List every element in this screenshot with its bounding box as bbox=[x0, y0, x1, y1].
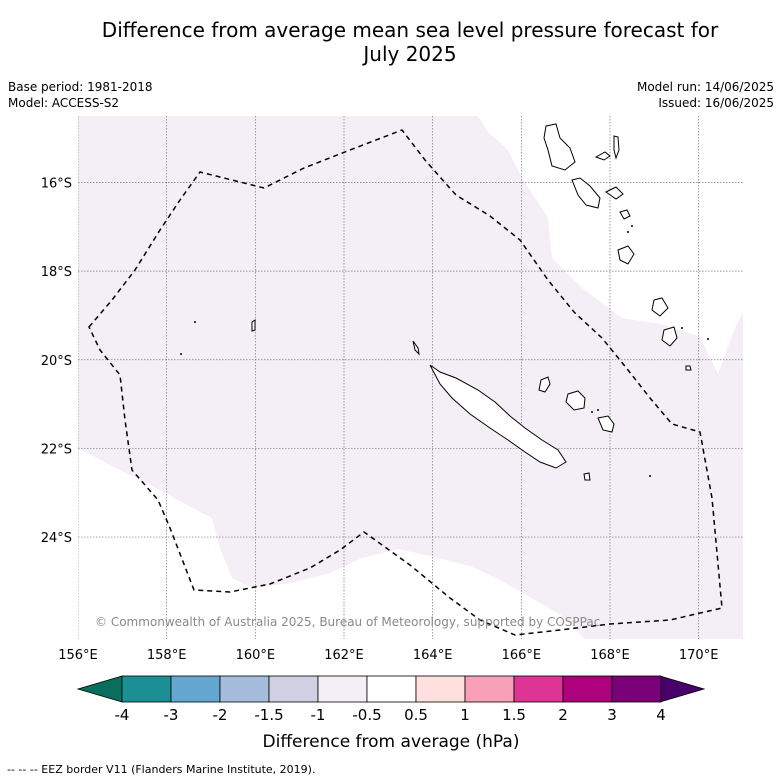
maewo-coast bbox=[613, 135, 620, 160]
colorbar-tick-label: -0.5 bbox=[352, 706, 381, 724]
erromango-coast bbox=[617, 245, 635, 265]
longitude-tick-label: 168°E bbox=[590, 648, 630, 663]
model-name: Model: ACCESS-S2 bbox=[8, 96, 120, 110]
latitude-tick-label: 22°S bbox=[41, 442, 72, 457]
meta-right: Model run: 14/06/2025 Issued: 16/06/2025 bbox=[637, 79, 774, 111]
longitude-tick-label: 156°E bbox=[58, 648, 98, 663]
islet bbox=[627, 231, 629, 233]
ambae-coast bbox=[594, 151, 611, 161]
colorbar-low-extend bbox=[76, 675, 123, 703]
islet bbox=[707, 338, 709, 340]
colorbar-box bbox=[268, 675, 319, 703]
colorbar-box bbox=[366, 675, 417, 703]
longitude-tick-label: 162°E bbox=[324, 648, 364, 663]
islet bbox=[180, 353, 182, 355]
islet bbox=[597, 409, 599, 411]
pressure-anomaly-shading bbox=[78, 116, 743, 639]
longitude-tick-label: 158°E bbox=[147, 648, 187, 663]
colorbar-box bbox=[513, 675, 564, 703]
colorbar-tick-label: 0.5 bbox=[404, 706, 428, 724]
meta-left: Base period: 1981-2018 Model: ACCESS-S2 bbox=[8, 79, 153, 111]
map-footer-note: -- -- -- EEZ border V11 (Flanders Marine… bbox=[7, 763, 316, 776]
base-period: Base period: 1981-2018 bbox=[8, 80, 153, 94]
colorbar-boxes bbox=[121, 675, 662, 703]
new-caledonia-coast bbox=[429, 364, 567, 469]
latitude-tick-label: 16°S bbox=[41, 176, 72, 191]
issued-date: Issued: 16/06/2025 bbox=[658, 96, 774, 110]
colorbar-title: Difference from average (hPa) bbox=[263, 732, 520, 752]
colorbar-tick-label: 3 bbox=[607, 706, 617, 724]
colorbar-tick-label: -2 bbox=[213, 706, 228, 724]
latitude-tick-label: 20°S bbox=[41, 354, 72, 369]
colorbar-tick-label: -1.5 bbox=[254, 706, 283, 724]
belep-islands-coast bbox=[412, 340, 420, 356]
longitude-tick-label: 164°E bbox=[413, 648, 453, 663]
colorbar-box bbox=[219, 675, 270, 703]
colorbar-box bbox=[317, 675, 368, 703]
colorbar-tick-label: 4 bbox=[656, 706, 666, 724]
islet bbox=[681, 327, 683, 329]
isle-of-pines-coast bbox=[583, 472, 591, 481]
colorbar-box bbox=[415, 675, 466, 703]
loyalty-islands-mare-coast bbox=[597, 415, 615, 433]
coastlines bbox=[251, 123, 692, 481]
islet bbox=[194, 321, 196, 323]
title-line-2: July 2025 bbox=[363, 42, 457, 66]
tanna-coast bbox=[651, 297, 669, 317]
gridlines bbox=[78, 116, 743, 639]
ambrym-coast bbox=[605, 186, 624, 200]
colorbar-tick-label: 2 bbox=[558, 706, 568, 724]
colorbar-tick-label: -3 bbox=[164, 706, 179, 724]
loyalty-islands-ouvea-coast bbox=[538, 376, 551, 393]
chesterfield-reef-coast bbox=[251, 319, 256, 332]
matthew-island-coast bbox=[685, 365, 692, 371]
colorbar-high-extend bbox=[659, 675, 706, 703]
colorbar-tick-label: -4 bbox=[115, 706, 130, 724]
longitude-tick-label: 160°E bbox=[236, 648, 276, 663]
loyalty-islands-lifou-coast bbox=[565, 390, 586, 411]
colorbar-box bbox=[611, 675, 662, 703]
colorbar-tick-label: 1.5 bbox=[502, 706, 526, 724]
efate-coast bbox=[619, 209, 631, 220]
eez-border bbox=[88, 129, 723, 636]
title-line-1: Difference from average mean sea level p… bbox=[101, 18, 719, 42]
colorbar-box bbox=[464, 675, 515, 703]
colorbar-box bbox=[170, 675, 221, 703]
espiritu-santo-coast bbox=[543, 123, 576, 171]
longitude-tick-label: 170°E bbox=[679, 648, 719, 663]
colorbar-box bbox=[562, 675, 613, 703]
latitude-tick-labels: 16°S 18°S 20°S 22°S 24°S bbox=[41, 176, 72, 546]
colorbar-tick-label: -1 bbox=[311, 706, 326, 724]
latitude-tick-label: 24°S bbox=[41, 531, 72, 546]
islets bbox=[180, 225, 709, 477]
latitude-tick-label: 18°S bbox=[41, 265, 72, 280]
map-copyright: © Commonwealth of Australia 2025, Bureau… bbox=[95, 615, 600, 629]
longitude-tick-label: 166°E bbox=[502, 648, 542, 663]
model-run: Model run: 14/06/2025 bbox=[636, 80, 774, 94]
islet bbox=[631, 225, 633, 227]
colorbar: -4 -3 -2 -1.5 -1 -0.5 0.5 1 1.5 2 3 4 Difference fr… bbox=[76, 675, 706, 752]
islet bbox=[649, 475, 651, 477]
colorbar-labels: -4 -3 -2 -1.5 -1 -0.5 0.5 1 1.5 2 3 4 bbox=[115, 706, 666, 724]
colorbar-tick-label: 1 bbox=[460, 706, 470, 724]
map-title: Difference from average mean sea level p… bbox=[40, 18, 780, 66]
aneityum-coast bbox=[661, 326, 678, 347]
malakula-coast bbox=[571, 177, 601, 209]
islet bbox=[591, 411, 593, 413]
colorbar-box bbox=[121, 675, 172, 703]
map-panel: © Commonwealth of Australia 2025, Bureau… bbox=[78, 116, 743, 639]
longitude-tick-labels: 156°E 158°E 160°E 162°E 164°E 166°E 168°E 170°E bbox=[58, 648, 718, 663]
